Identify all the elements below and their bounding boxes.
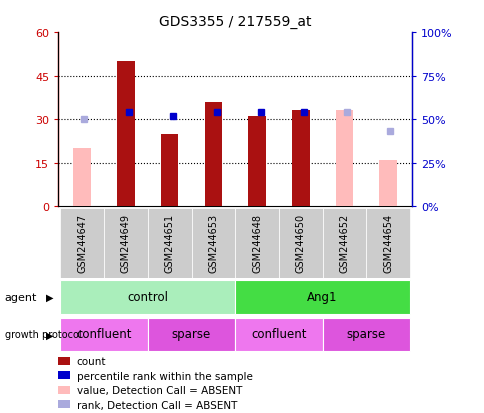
Text: GSM244653: GSM244653 (208, 213, 218, 272)
Text: GSM244647: GSM244647 (77, 213, 87, 272)
Text: percentile rank within the sample: percentile rank within the sample (76, 370, 252, 381)
Text: control: control (127, 290, 168, 303)
Bar (291, 111, 309, 206)
Bar (322, 318, 409, 351)
Bar (278, 209, 322, 279)
Bar (60, 318, 148, 351)
Bar (117, 62, 135, 206)
Bar (365, 209, 409, 279)
Bar (104, 209, 148, 279)
Bar (191, 209, 235, 279)
Bar (74, 149, 91, 206)
Bar (378, 160, 396, 206)
Text: confluent: confluent (251, 327, 306, 340)
Text: Ang1: Ang1 (307, 290, 337, 303)
Text: growth protocol: growth protocol (5, 330, 81, 339)
Bar (248, 117, 265, 206)
Text: ▶: ▶ (46, 330, 53, 339)
Bar (322, 209, 365, 279)
Bar (161, 134, 178, 206)
Text: GSM244650: GSM244650 (295, 213, 305, 272)
Bar (235, 209, 278, 279)
Text: rank, Detection Call = ABSENT: rank, Detection Call = ABSENT (76, 399, 237, 410)
Text: GSM244652: GSM244652 (339, 213, 349, 272)
Title: GDS3355 / 217559_at: GDS3355 / 217559_at (159, 15, 311, 29)
Text: GSM244651: GSM244651 (165, 213, 174, 272)
Text: sparse: sparse (346, 327, 385, 340)
Bar (60, 281, 235, 314)
Bar (204, 102, 222, 206)
Bar (335, 111, 352, 206)
Bar (58, 386, 70, 394)
Bar (58, 357, 70, 365)
Bar (235, 281, 409, 314)
Bar (148, 318, 235, 351)
Bar (58, 372, 70, 379)
Text: ▶: ▶ (46, 292, 53, 302)
Bar (58, 401, 70, 408)
Bar (235, 318, 322, 351)
Text: count: count (76, 356, 106, 366)
Text: GSM244649: GSM244649 (121, 213, 131, 272)
Text: sparse: sparse (171, 327, 211, 340)
Text: agent: agent (5, 292, 37, 302)
Bar (148, 209, 191, 279)
Bar (60, 209, 104, 279)
Text: value, Detection Call = ABSENT: value, Detection Call = ABSENT (76, 385, 242, 395)
Text: GSM244654: GSM244654 (382, 213, 393, 272)
Text: GSM244648: GSM244648 (252, 213, 261, 272)
Text: confluent: confluent (76, 327, 132, 340)
